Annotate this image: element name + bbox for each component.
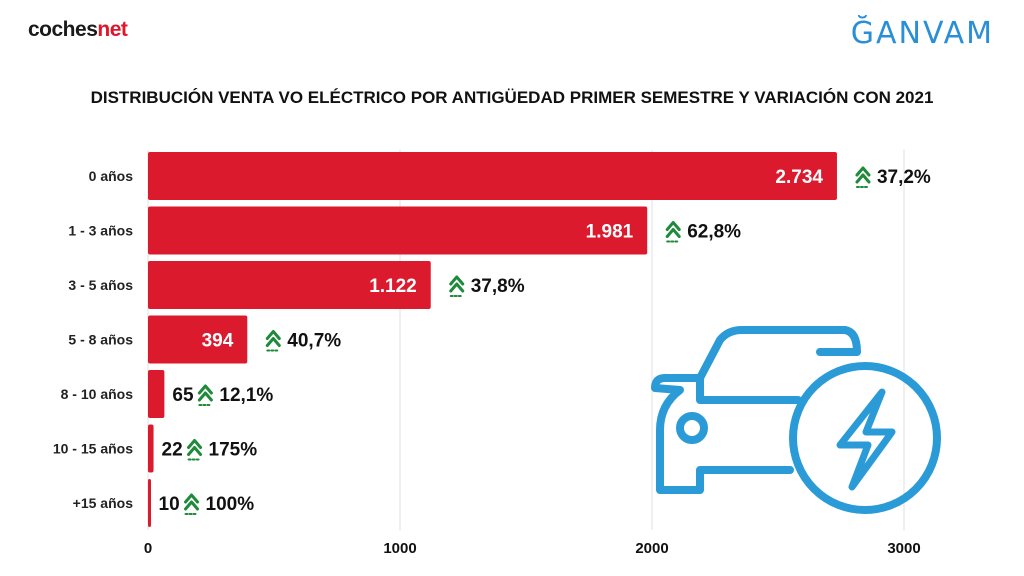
value-label: 1.122: [369, 276, 417, 297]
ganvam-logo: ĞANVAM: [850, 16, 994, 51]
variation-label: 37,2%: [877, 167, 931, 188]
variation-label: 62,8%: [687, 222, 741, 243]
category-label: 5 - 8 años: [68, 332, 133, 348]
electric-car-icon: [651, 326, 941, 514]
bar: [148, 479, 151, 527]
x-tick-label: 1000: [383, 540, 416, 557]
variation-label: 40,7%: [287, 331, 341, 352]
cochesnet-logo: cochesnet: [28, 18, 128, 42]
x-tick-label: 0: [144, 540, 152, 557]
bar: [148, 206, 648, 255]
category-label: 10 - 15 años: [53, 441, 133, 457]
variation-label: 37,8%: [471, 276, 525, 297]
double-chevron-up-icon: [197, 384, 213, 406]
category-label: +15 años: [73, 495, 134, 511]
variation-label: 12,1%: [219, 385, 273, 406]
variation-label: 175%: [209, 440, 258, 461]
bar: [148, 315, 248, 364]
value-label: 10: [159, 494, 180, 515]
x-tick-label: 2000: [635, 540, 668, 557]
variation-label: 100%: [206, 494, 255, 515]
value-label: 22: [162, 440, 183, 461]
double-chevron-up-icon: [265, 330, 281, 352]
x-tick-label: 3000: [887, 540, 920, 557]
category-label: 1 - 3 años: [68, 223, 133, 239]
value-label: 1.981: [586, 222, 634, 243]
double-chevron-up-icon: [855, 166, 871, 188]
value-label: 394: [202, 331, 234, 352]
value-label: 65: [172, 385, 194, 406]
double-chevron-up-icon: [187, 439, 203, 461]
bar: [148, 424, 154, 473]
double-chevron-up-icon: [449, 275, 465, 297]
bar: [148, 261, 431, 309]
category-label: 0 años: [89, 168, 134, 184]
double-chevron-up-icon: [184, 493, 200, 515]
bar: [148, 152, 837, 200]
logo-left-part2: net: [97, 18, 128, 41]
logo-left-part1: coches: [28, 18, 98, 41]
bar: [148, 370, 165, 418]
chart-title: DISTRIBUCIÓN VENTA VO ELÉCTRICO POR ANTI…: [90, 88, 934, 107]
category-label: 8 - 10 años: [61, 386, 134, 402]
category-label: 3 - 5 años: [68, 277, 133, 293]
value-label: 2.734: [775, 167, 823, 188]
double-chevron-up-icon: [665, 221, 681, 243]
